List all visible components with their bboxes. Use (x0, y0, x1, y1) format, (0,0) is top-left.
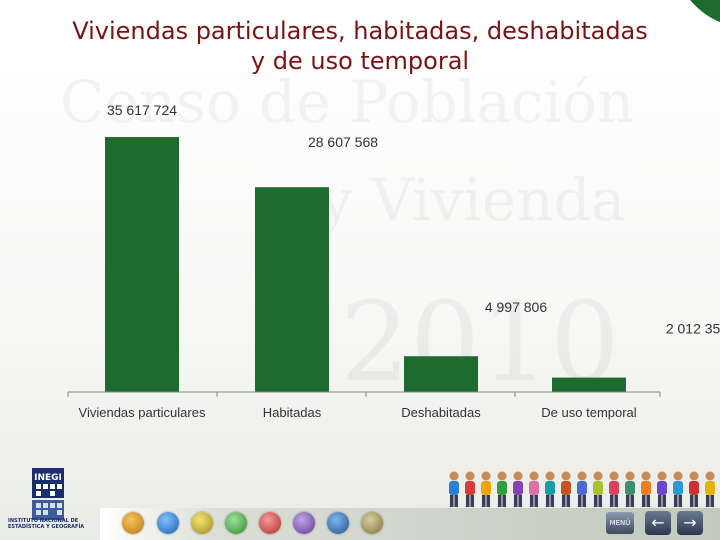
person-figure-5 (526, 470, 542, 508)
value-label-2: 4 997 806 (485, 299, 547, 315)
person-figure-13 (654, 470, 670, 508)
forward-button[interactable]: → (677, 511, 703, 535)
value-label-1: 28 607 568 (308, 134, 378, 150)
category-label-0: Viviendas particulares (79, 405, 206, 420)
person-figure-0 (446, 470, 462, 508)
value-label-0: 35 617 724 (107, 102, 177, 118)
person-figure-14 (670, 470, 686, 508)
footer-icon-document[interactable] (361, 512, 383, 534)
footer-icon-map[interactable] (327, 512, 349, 534)
person-figure-4 (510, 470, 526, 508)
bar-0 (105, 137, 179, 392)
person-figure-16 (702, 470, 718, 508)
person-figure-11 (622, 470, 638, 508)
person-figure-6 (542, 470, 558, 508)
arrow-right-icon: → (683, 513, 697, 532)
bar-3 (552, 377, 626, 392)
title-line-1: Viviendas particulares, habitadas, desha… (72, 17, 648, 45)
person-figure-7 (558, 470, 574, 508)
menu-button[interactable]: MENÚ (606, 512, 634, 534)
category-label-2: Deshabitadas (401, 405, 481, 420)
footer-icon-person[interactable] (191, 512, 213, 534)
footer-bar: INEGI INSTITUTO NACIONAL DE ESTADÍSTICA … (0, 456, 720, 540)
back-button[interactable]: ← (645, 511, 671, 535)
people-illustration (446, 470, 718, 510)
corner-decoration (690, 0, 720, 22)
person-figure-9 (590, 470, 606, 508)
person-figure-1 (462, 470, 478, 508)
value-labels-group: 35 617 724 28 607 568 4 997 806 2 012 350 (107, 102, 720, 337)
title-line-2: y de uso temporal (250, 47, 470, 75)
institute-name: INSTITUTO NACIONAL DE ESTADÍSTICA Y GEOG… (8, 518, 85, 530)
bar-1 (255, 187, 329, 392)
footer-icon-group[interactable] (225, 512, 247, 534)
footer-icon-people[interactable] (122, 512, 144, 534)
footer-icon-info[interactable] (157, 512, 179, 534)
footer-icon-home[interactable] (259, 512, 281, 534)
person-figure-2 (478, 470, 494, 508)
slide-title: Viviendas particulares, habitadas, desha… (40, 16, 680, 76)
person-figure-8 (574, 470, 590, 508)
category-label-1: Habitadas (263, 405, 322, 420)
inegi-logo: INEGI (32, 468, 64, 520)
person-figure-12 (638, 470, 654, 508)
footer-icon-building[interactable] (293, 512, 315, 534)
category-labels-group: Viviendas particulares Habitadas Deshabita… (79, 405, 637, 420)
arrow-left-icon: ← (651, 513, 665, 532)
person-figure-10 (606, 470, 622, 508)
category-label-3: De uso temporal (541, 405, 636, 420)
x-ticks-group (67, 392, 661, 397)
person-figure-15 (686, 470, 702, 508)
value-label-3: 2 012 350 (666, 321, 720, 337)
bar-2 (404, 356, 478, 392)
bar-chart: 35 617 724 28 607 568 4 997 806 2 012 350 V… (67, 102, 720, 420)
bars-group (105, 137, 626, 392)
person-figure-3 (494, 470, 510, 508)
logo-text: INEGI (34, 473, 62, 483)
